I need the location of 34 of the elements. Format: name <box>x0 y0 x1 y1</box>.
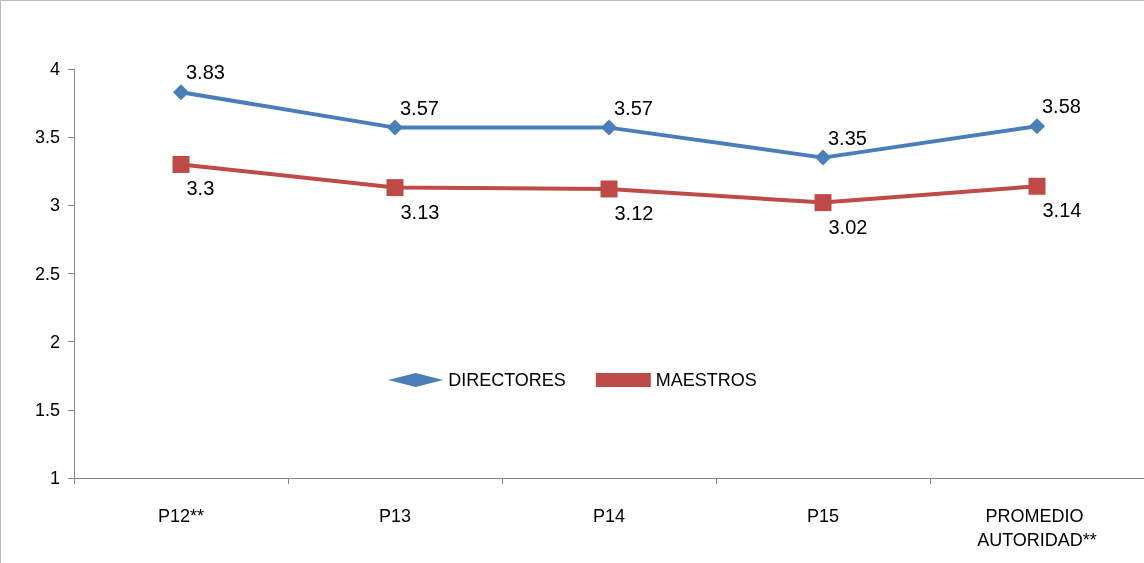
data-label: 3.13 <box>400 200 440 223</box>
data-label: 3.58 <box>1042 95 1081 118</box>
point <box>814 194 832 212</box>
data-label: 3.02 <box>828 215 868 238</box>
x-tick-label: P13 <box>378 506 412 526</box>
y-tick-label: 3 <box>49 195 60 216</box>
point <box>387 119 403 136</box>
data-label: 3.14 <box>1042 199 1082 222</box>
data-label: 3.12 <box>614 201 654 224</box>
x-tick-label: P14 <box>592 506 626 526</box>
point <box>601 119 617 136</box>
legend-label: DIRECTORES <box>448 370 566 390</box>
y-tick-label: 1.5 <box>34 399 60 420</box>
y-tick-label: 4 <box>49 59 60 79</box>
point <box>172 155 190 173</box>
y-tick-label: 1 <box>49 468 60 488</box>
point <box>600 180 618 198</box>
x-tick-label: P15 <box>806 506 840 526</box>
data-label: 3.57 <box>614 96 653 119</box>
data-label: 3.35 <box>828 126 867 149</box>
y-tick-label: 2.5 <box>34 263 60 284</box>
legend-label: MAESTROS <box>655 370 757 390</box>
point <box>815 149 831 166</box>
x-tick-label: P12** <box>157 506 205 526</box>
data-label: 3.3 <box>186 177 215 200</box>
data-label: 3.83 <box>186 61 225 84</box>
x-tick-label: PROMEDIO AUTORIDAD** <box>977 506 1097 550</box>
point <box>1029 118 1045 135</box>
y-tick-label: 3.5 <box>34 127 60 148</box>
y-tick-label: 2 <box>49 331 60 352</box>
point <box>386 179 404 197</box>
point <box>173 84 189 101</box>
data-label: 3.57 <box>400 96 439 119</box>
point <box>1028 177 1046 195</box>
